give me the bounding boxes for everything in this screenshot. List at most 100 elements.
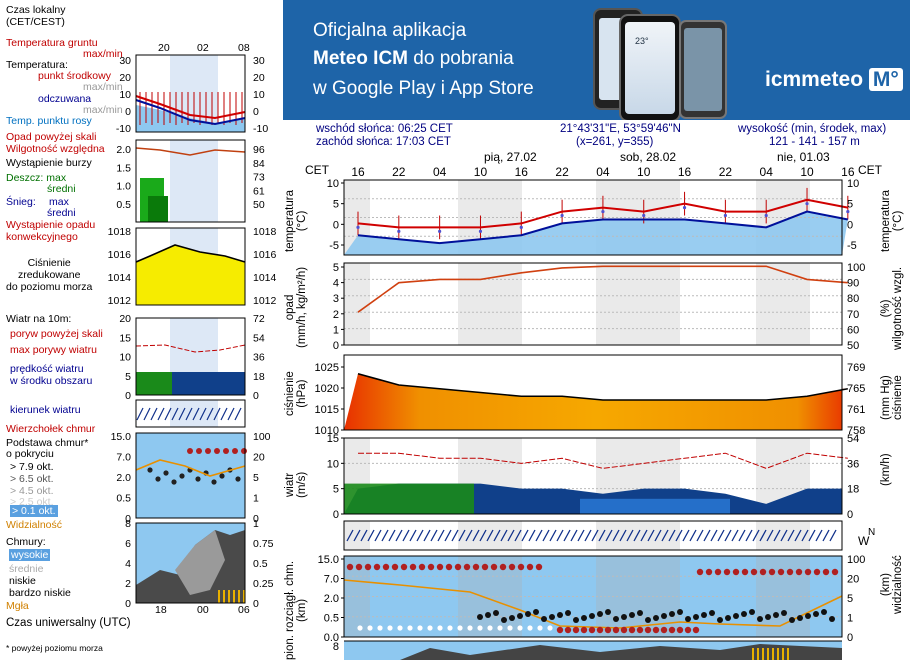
leg-temp-tick-left: 20 [119,72,131,84]
cloud-top-dot [391,563,399,571]
leg-wind-barb [234,407,242,421]
temp-tick-right: 5 [847,199,853,211]
cloud-base-dot [581,615,587,621]
leg-clouds-tick-right: 100 [253,431,271,443]
leg-precip-tick-left: 0.5 [116,199,131,211]
cloud-top-dot [660,626,668,634]
grid-point: (x=261, y=355) [576,136,654,148]
day-label: nie, 01.03 [777,150,830,164]
precip-tick-left: 4 [333,278,339,290]
precip-panel-frame [343,262,843,346]
cloud-base-dot [789,617,795,623]
leg-precip-tick-left: 2.0 [116,144,131,156]
wind-barb [766,529,774,542]
wind-barb [500,529,508,542]
cloud-top-dot [741,568,749,576]
cloud-base-dot [557,612,563,618]
cet-label-left: CET [305,163,329,177]
wind-barb [668,529,676,542]
leg-wind-tick-left: 5 [125,371,131,383]
leg-wind-tick-left: 0 [125,390,131,402]
gust-line [358,452,848,469]
pressure-line [357,372,848,401]
legend-temp-mm: max/min [83,81,123,93]
hour-tick: 04 [596,165,610,179]
wind-barb [423,529,431,542]
cloud-base-light-dot [497,625,503,631]
cloud-top-dot [822,568,830,576]
day-label: sob, 28.02 [620,150,677,164]
wind-barb [570,529,578,542]
wind-barb [633,529,641,542]
wind-barb [486,529,494,542]
utc-label: Czas uniwersalny (UTC) [6,617,131,629]
wind-barb [794,529,802,542]
day-label: pią, 27.02 [484,150,537,164]
wind-barb [584,529,592,542]
hour-tick: 16 [678,165,692,179]
legend-high: wysokie [9,549,51,561]
precip-panel-night-band [596,263,680,345]
app-banner[interactable]: Oficjalna aplikacja Meteo ICM do pobrani… [283,0,910,120]
wind-barb [640,529,648,542]
leg-winddir-frame [135,399,246,428]
cloud-top-dot [508,563,516,571]
wind-barb [647,529,655,542]
leg-wind-tick-right: 36 [253,352,265,364]
precip-tick-left: 0 [333,340,339,352]
leg-pressure-tick-right: 1012 [253,295,277,307]
leg-precip-tick-left: 1.5 [116,162,131,174]
legend-vlow: bardzo niskie [9,587,71,599]
leg-cloudiness-tick-right: 0.25 [253,578,274,590]
banner-line-3: w Google Play i App Store [313,78,534,99]
cloud-base-dot [829,616,835,622]
temp-tick-left: -5 [329,240,339,252]
cloud-base-dot [701,612,707,618]
cloud-base-light-dot [387,625,393,631]
banner-brand-bold: Meteo ICM [313,48,408,69]
hour-tick: 16 [841,165,855,179]
leg-precip-tick-right: 84 [253,158,265,170]
cloud-base-dot [501,617,507,623]
wind-barb [493,529,501,542]
cloud-base-dot [477,614,483,620]
fog-bar [767,648,769,660]
pressure-tick-right: 765 [847,383,865,395]
legend-o01: > 0.1 okt. [10,505,58,517]
cloud-base-dot [741,611,747,617]
wind-barb [605,529,613,542]
leg-precip-tick-right: 61 [253,185,265,197]
temp-tick-right: 10 [847,178,859,190]
cloud-top-dot [463,563,471,571]
wind-barb [780,529,788,542]
legend-temp-mid: punkt środkowy [38,70,111,82]
wind-light-band [580,498,730,514]
cloud-base-light-dot [367,625,373,631]
pressure-tick-right: 769 [847,362,865,374]
leg-clouds-tick-left: 0.5 [116,493,131,505]
leg-cloudiness-tick-right: 0.75 [253,538,274,550]
wind-barb [696,529,704,542]
leg-wind-barb [227,407,235,421]
time-tick: 08 [238,42,250,54]
leg-fog-bar [218,590,220,603]
leg-rain-avg-bar [148,196,168,222]
leg-clouds-tick-left: 7.0 [116,452,131,464]
cloud-top-dot [705,568,713,576]
cloud-top-dot [676,626,684,634]
cloud-top-dot [572,626,580,634]
cloud-base-dot [621,614,627,620]
legend-ground-temp: Temperatura gruntu [6,37,98,49]
cloud-top-dot [556,626,564,634]
leg-cloud-top-dot [205,448,211,454]
legend-rain-max: Deszcz: max [6,172,67,184]
cloud-top-dot [481,563,489,571]
wind-barb [549,529,557,542]
cloud-top-dot [400,563,408,571]
legend-mini-charts: 3020100-103020100-102.01.51.00.596847361… [108,54,277,610]
leg-pressure-line [135,244,246,263]
cloud-base-light-dot [377,625,383,631]
wind-barb [815,529,823,542]
wind-barb [451,529,459,542]
leg-wind-tick-left: 15 [119,332,131,344]
